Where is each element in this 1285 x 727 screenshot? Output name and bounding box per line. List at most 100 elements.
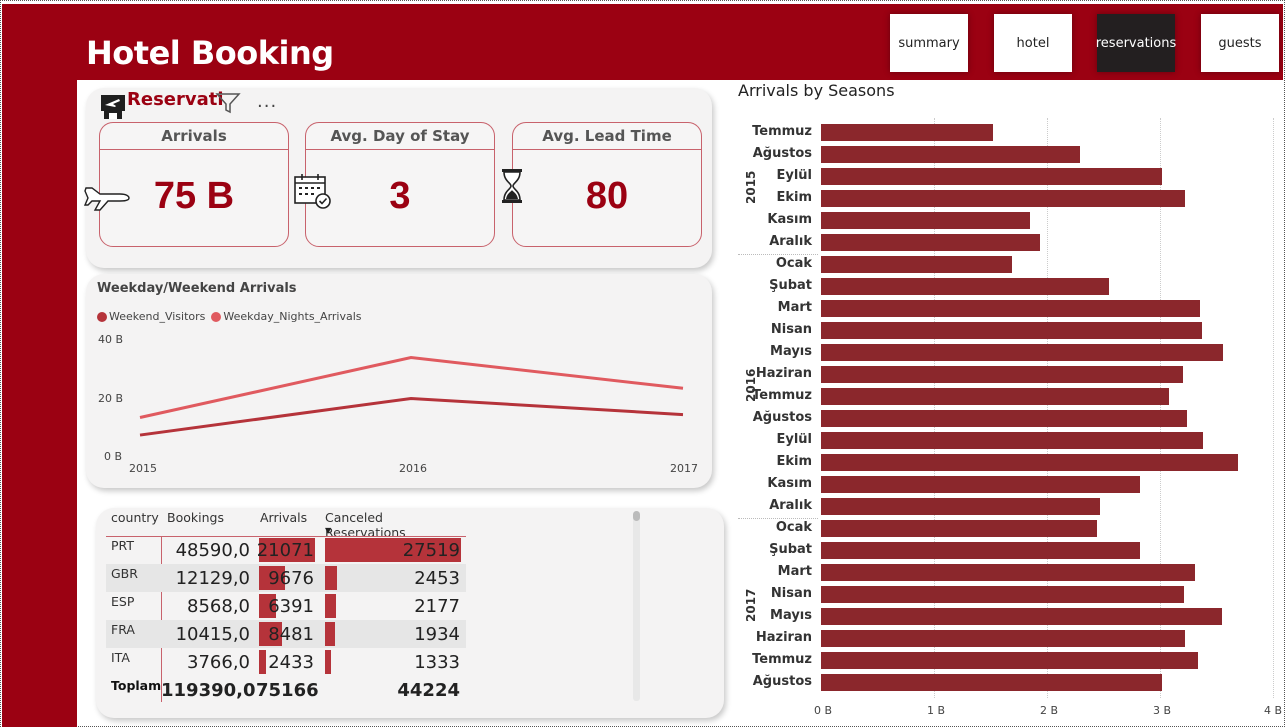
y-category-label: Ekim <box>776 454 812 469</box>
x-tick-label: 2016 <box>399 462 427 475</box>
bar-2015-Eylül[interactable] <box>821 168 1162 185</box>
calendar-icon <box>293 173 333 215</box>
bar-2016-Kasım[interactable] <box>821 476 1140 493</box>
kpi-arrivals: Arrivals 75 B <box>99 122 289 247</box>
table-row[interactable]: ESP 8568,0 6391 2177 <box>106 592 466 620</box>
y-category-label: Ağustos <box>752 674 812 689</box>
scrollbar-thumb[interactable] <box>633 511 640 521</box>
bar-2015-Kasım[interactable] <box>821 212 1030 229</box>
y-category-label: Temmuz <box>752 652 812 667</box>
more-options-icon[interactable]: ... <box>257 91 278 112</box>
canceled-cell: 2453 <box>414 568 460 589</box>
table-scrollbar[interactable] <box>633 511 640 701</box>
bar-2016-Aralık[interactable] <box>821 498 1100 515</box>
gridline <box>1160 118 1161 698</box>
y-category-label: Ağustos <box>752 146 812 161</box>
bar-2017-Haziran[interactable] <box>821 630 1185 647</box>
bar-2016-Nisan[interactable] <box>821 322 1202 339</box>
x-tick-label: 1 B <box>927 704 946 717</box>
kpi-label: Avg. Lead Time <box>542 127 672 145</box>
bar-2017-Şubat[interactable] <box>821 542 1140 559</box>
column-header-arrivals[interactable]: Arrivals <box>260 510 308 525</box>
bar-2016-Ağustos[interactable] <box>821 410 1187 427</box>
country-cell: GBR <box>111 566 138 581</box>
bar-2016-Temmuz[interactable] <box>821 388 1169 405</box>
total-canceled: 44224 <box>397 680 460 701</box>
canceled-databar <box>325 650 331 674</box>
table-total-row: Toplam 119390,0 75166 44224 <box>106 676 466 704</box>
canceled-databar <box>325 594 336 618</box>
y-category-label: Ocak <box>775 520 812 535</box>
arrivals-databar <box>259 622 282 646</box>
table-row[interactable]: ITA 3766,0 2433 1333 <box>106 648 466 676</box>
y-category-label: Aralık <box>769 234 812 249</box>
bar-2016-Şubat[interactable] <box>821 278 1109 295</box>
table-row[interactable]: PRT 48590,0 21071 27519 <box>106 536 466 564</box>
weekday-weekend-title: Weekday/Weekend Arrivals <box>97 281 297 296</box>
reservations-card-title: Reservati <box>127 89 224 110</box>
bar-2016-Ekim[interactable] <box>821 454 1238 471</box>
column-divider <box>161 536 162 702</box>
x-tick-label: 2015 <box>129 462 157 475</box>
divider <box>513 149 701 150</box>
kpi-label: Avg. Day of Stay <box>330 127 470 145</box>
canceled-databar <box>325 538 461 562</box>
arrivals-cell: 6391 <box>268 596 314 617</box>
bar-2015-Ağustos[interactable] <box>821 146 1080 163</box>
column-header-bookings[interactable]: Bookings <box>167 510 224 525</box>
bar-2017-Mayıs[interactable] <box>821 608 1222 625</box>
left-accent-bar <box>2 80 77 727</box>
table-row[interactable]: FRA 10415,0 8481 1934 <box>106 620 466 648</box>
canceled-databar <box>325 566 337 590</box>
bookings-cell: 12129,0 <box>175 568 250 589</box>
arrivals-databar <box>259 566 285 590</box>
y-category-label: Ağustos <box>752 410 812 425</box>
bar-2015-Temmuz[interactable] <box>821 124 993 141</box>
nav-reservations-button[interactable]: reservations <box>1096 14 1176 72</box>
series-line-weekend-visitors <box>139 396 684 437</box>
bar-2015-Aralık[interactable] <box>821 234 1040 251</box>
arrivals-cell: 9676 <box>268 568 314 589</box>
legend-label-weekday: Weekday_Nights_Arrivals <box>223 310 362 323</box>
y-category-label: Mart <box>777 300 812 315</box>
canceled-cell: 27519 <box>402 540 460 561</box>
y-category-label: Temmuz <box>752 388 812 403</box>
column-header-country[interactable]: country <box>111 510 159 525</box>
bar-2016-Eylül[interactable] <box>821 432 1203 449</box>
y-category-label: Haziran <box>755 630 812 645</box>
legend-swatch-weekday <box>211 311 222 322</box>
nav-summary-button[interactable]: summary <box>890 14 968 72</box>
divider <box>100 149 288 150</box>
y-category-label: Şubat <box>769 278 812 293</box>
nav-guests-button[interactable]: guests <box>1201 14 1279 72</box>
bar-2017-Nisan[interactable] <box>821 586 1184 603</box>
x-tick-label: 4 B <box>1264 704 1283 717</box>
bar-2016-Mayıs[interactable] <box>821 344 1223 361</box>
bar-2017-Temmuz[interactable] <box>821 652 1198 669</box>
bar-2015-Ekim[interactable] <box>821 190 1185 207</box>
y-category-label: Ocak <box>775 256 812 271</box>
x-tick-label: 2 B <box>1040 704 1059 717</box>
kpi-value: 3 <box>389 175 411 217</box>
nav-hotel-button[interactable]: hotel <box>994 14 1072 72</box>
bar-2016-Ocak[interactable] <box>821 256 1012 273</box>
header-divider <box>106 536 466 537</box>
bar-2016-Mart[interactable] <box>821 300 1200 317</box>
y-category-label: Eylül <box>776 432 812 447</box>
y-category-label: Şubat <box>769 542 812 557</box>
bar-2016-Haziran[interactable] <box>821 366 1183 383</box>
canceled-cell: 1333 <box>414 652 460 673</box>
bar-2017-Mart[interactable] <box>821 564 1195 581</box>
bar-2017-Ağustos[interactable] <box>821 674 1162 691</box>
bar-2017-Ocak[interactable] <box>821 520 1097 537</box>
kpi-label: Arrivals <box>161 127 227 145</box>
y-tick-label: 20 B <box>98 392 124 405</box>
table-row[interactable]: GBR 12129,0 9676 2453 <box>106 564 466 592</box>
kpi-avg-day-of-stay: Avg. Day of Stay 3 <box>305 122 495 247</box>
arrivals-databar <box>259 538 315 562</box>
series-line-weekday-nights-arrivals <box>139 356 684 419</box>
gridline <box>1047 118 1048 698</box>
country-cell: FRA <box>111 622 135 637</box>
filter-icon[interactable] <box>215 91 241 119</box>
